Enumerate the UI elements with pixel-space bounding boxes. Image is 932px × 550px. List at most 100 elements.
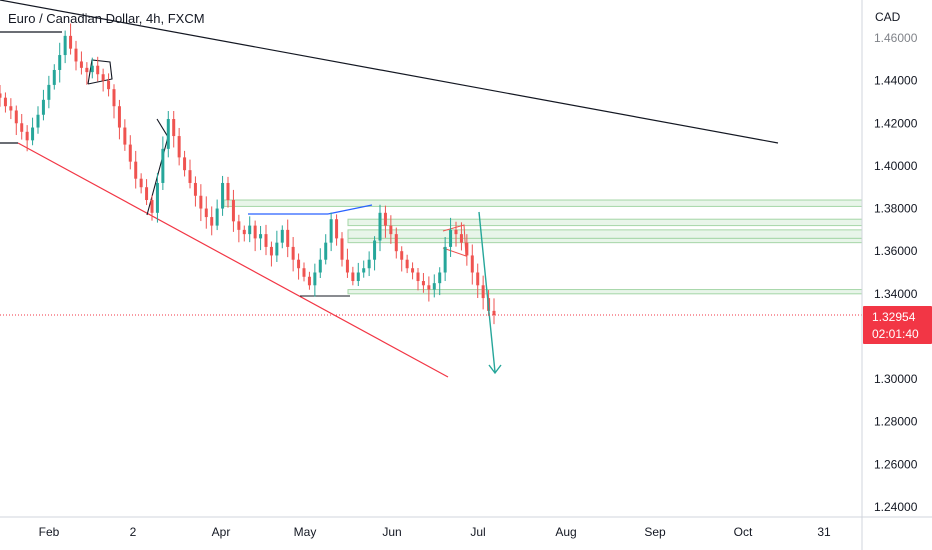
support-trendline[interactable] <box>17 142 449 378</box>
x-tick-label: May <box>294 525 317 539</box>
y-tick-label: 1.40000 <box>874 159 918 173</box>
supply-demand-zone[interactable] <box>347 218 863 227</box>
candle-body <box>253 225 257 239</box>
candle-body <box>41 99 45 115</box>
candle-body <box>3 97 7 107</box>
candle-body <box>14 110 18 124</box>
candle-body <box>161 148 165 183</box>
chart-title: Euro / Canadian Dollar, 4h, FXCM <box>8 11 205 26</box>
candle-body <box>427 285 431 290</box>
candle-body <box>378 212 382 241</box>
candle-body <box>345 259 349 273</box>
candle-body <box>443 246 447 273</box>
candle-body <box>421 281 425 286</box>
candle-body <box>123 127 127 145</box>
candle-body <box>145 187 149 201</box>
candle-body <box>476 272 480 286</box>
candle-body <box>411 268 415 273</box>
candle-body <box>90 65 94 73</box>
countdown-value: 02:01:40 <box>872 327 919 341</box>
supply-demand-zone[interactable] <box>347 229 863 239</box>
candle-body <box>307 276 311 286</box>
candle-body <box>324 242 328 260</box>
candle-body <box>79 61 83 68</box>
candle-body <box>139 178 143 188</box>
candle-body <box>335 219 339 239</box>
candle-body <box>492 310 496 316</box>
y-tick-label: 1.38000 <box>874 202 918 216</box>
y-axis-ticks[interactable]: 1.46000 1.44000 1.42000 1.40000 1.38000 1.360… <box>874 31 918 514</box>
candle-body <box>177 136 181 158</box>
x-tick-label: Apr <box>212 525 231 539</box>
candle-body <box>237 221 241 230</box>
candle-body <box>259 234 263 239</box>
candle-body <box>373 240 377 260</box>
candle-body <box>286 229 290 247</box>
candle-body <box>199 195 203 209</box>
y-tick-label: 1.36000 <box>874 244 918 258</box>
horizontal-zones[interactable] <box>223 199 863 295</box>
x-tick-label: Feb <box>39 525 60 539</box>
candle-body <box>193 182 197 196</box>
candle-body <box>69 35 73 49</box>
candle-body <box>329 219 333 243</box>
y-tick-label: 1.46000 <box>874 31 918 45</box>
candle-body <box>465 242 469 256</box>
candle-body <box>47 84 51 100</box>
candle-body <box>481 285 485 299</box>
x-tick-label: Aug <box>555 525 576 539</box>
candle-body <box>101 74 105 81</box>
candle-body <box>400 251 404 260</box>
candle-body <box>85 67 89 73</box>
candle-body <box>221 182 225 209</box>
candle-body <box>275 242 279 256</box>
candle-body <box>432 283 436 290</box>
candle-body <box>155 182 159 213</box>
candle-body <box>0 93 2 98</box>
candle-body <box>367 259 371 269</box>
candle-body <box>36 114 40 128</box>
resistance-trendline[interactable] <box>0 0 779 144</box>
candle-body <box>351 272 355 282</box>
x-tick-label: Jul <box>470 525 485 539</box>
candle-body <box>226 182 230 201</box>
candle-body <box>128 144 132 162</box>
x-tick-label: Jun <box>382 525 401 539</box>
candle-body <box>438 272 442 284</box>
supply-demand-zone[interactable] <box>223 199 863 207</box>
blue-rising-line[interactable] <box>327 204 373 215</box>
candle-body <box>470 255 474 273</box>
y-tick-label: 1.34000 <box>874 287 918 301</box>
x-tick-label: 2 <box>130 525 137 539</box>
projection-arrow-line[interactable] <box>478 211 496 373</box>
y-tick-label: 1.26000 <box>874 457 918 471</box>
candle-body <box>269 246 273 256</box>
y-tick-label: 1.28000 <box>874 415 918 429</box>
candle-body <box>302 268 306 277</box>
candle-body <box>362 268 366 273</box>
candle-body <box>204 208 208 218</box>
candle-body <box>9 106 13 111</box>
candle-body <box>63 35 67 56</box>
x-axis-ticks[interactable]: Feb 2 Apr May Jun Jul Aug Sep Oct 31 <box>39 525 831 539</box>
candle-body <box>356 272 360 282</box>
x-tick-label: 31 <box>817 525 831 539</box>
candle-body <box>112 89 116 107</box>
consolidation-box-line[interactable] <box>87 59 113 85</box>
candle-body <box>117 106 121 128</box>
candle-body <box>215 208 219 226</box>
projection-arrowhead <box>488 364 502 375</box>
candle-body <box>107 80 111 90</box>
june-wedge-line[interactable] <box>442 224 467 257</box>
candle-body <box>449 229 453 247</box>
candle-body <box>383 212 387 226</box>
last-price-value: 1.32954 <box>872 310 916 324</box>
candle-body <box>96 65 100 75</box>
supply-demand-zone[interactable] <box>347 289 863 295</box>
y-tick-label: 1.44000 <box>874 74 918 88</box>
candle-body <box>183 157 187 171</box>
supply-demand-zone[interactable] <box>347 237 863 244</box>
x-tick-label: Sep <box>644 525 666 539</box>
